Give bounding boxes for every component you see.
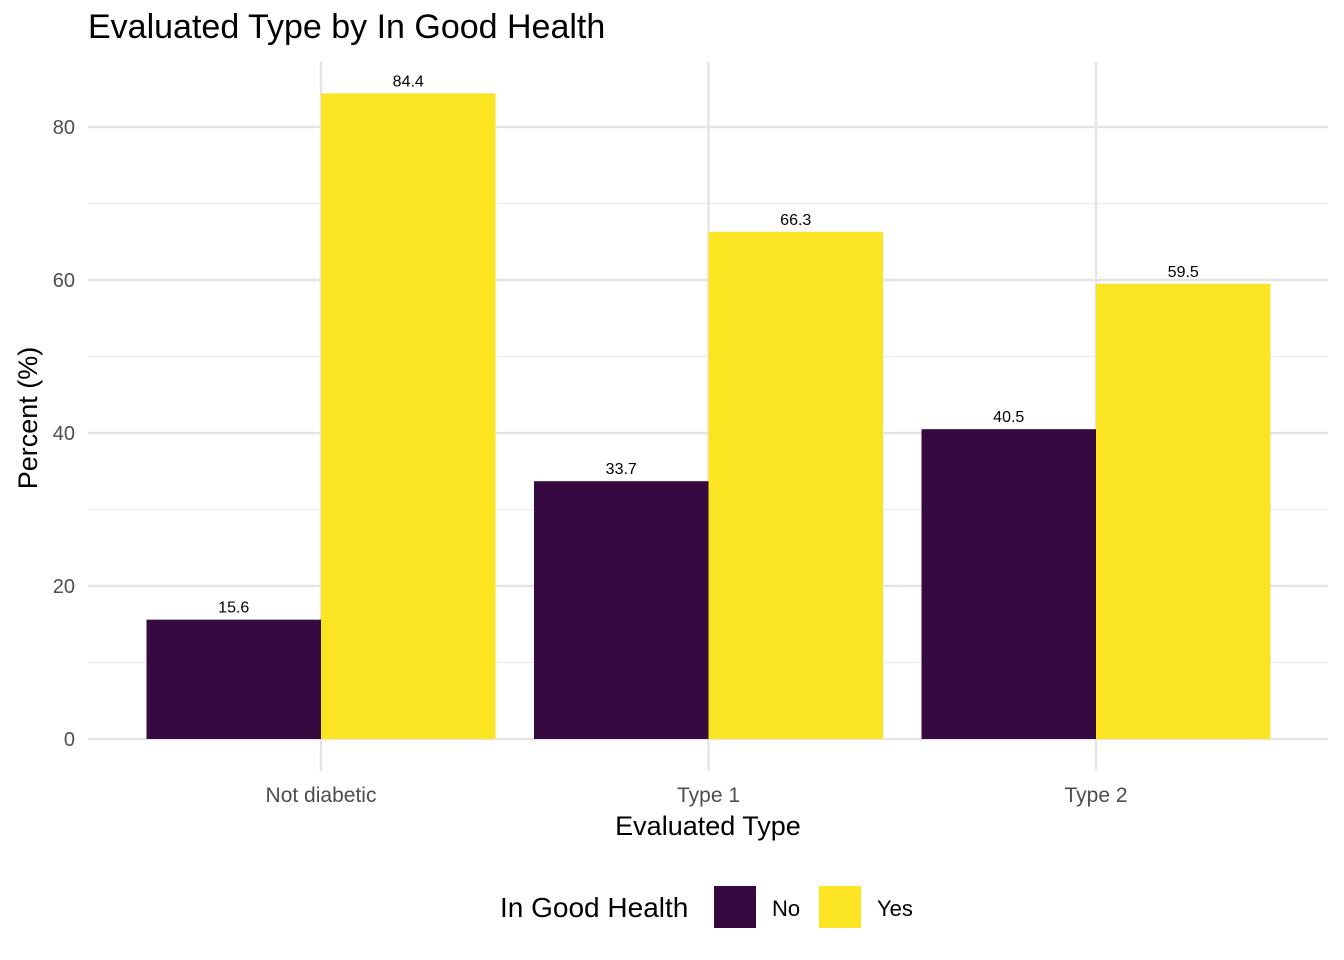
- bar-no-0: [146, 619, 321, 739]
- axis-ticks: 0 20 40 60 80 Not diabetic Type 1 Type 2: [53, 117, 1128, 807]
- legend: In Good Health No Yes: [0, 884, 1344, 934]
- y-tick-label: 60: [53, 270, 75, 292]
- legend-title: In Good Health: [500, 892, 689, 923]
- data-label: 66.3: [780, 212, 811, 229]
- legend-key-yes: [819, 886, 861, 928]
- y-tick-label: 80: [53, 117, 75, 139]
- bar-no-2: [921, 429, 1096, 739]
- data-label: 84.4: [393, 73, 424, 90]
- bar-no-1: [534, 481, 709, 739]
- bars: [146, 93, 1271, 740]
- x-axis-title: Evaluated Type: [615, 811, 801, 841]
- legend-label-no: No: [772, 896, 801, 921]
- data-label: 33.7: [606, 461, 637, 478]
- y-axis-title: Percent (%): [13, 347, 43, 490]
- data-label: 59.5: [1168, 264, 1199, 281]
- legend-label-yes: Yes: [877, 896, 913, 921]
- data-labels: 15.6 84.4 33.7 66.3 40.5 59.5: [218, 73, 1199, 616]
- x-tick-label: Type 2: [1064, 784, 1127, 807]
- y-tick-label: 40: [53, 423, 75, 445]
- bar-yes-0: [321, 93, 496, 740]
- data-label: 15.6: [218, 600, 249, 617]
- x-tick-label: Not diabetic: [266, 784, 377, 807]
- chart-title: Evaluated Type by In Good Health: [88, 8, 606, 46]
- x-tick-label: Type 1: [677, 784, 740, 807]
- bar-chart: 15.6 84.4 33.7 66.3 40.5 59.5 0 20 40 60 80 Not di…: [13, 62, 1328, 841]
- bar-yes-1: [708, 231, 883, 739]
- data-label: 40.5: [993, 409, 1024, 426]
- y-tick-label: 20: [53, 576, 75, 598]
- legend-key-no: [714, 886, 756, 928]
- bar-yes-2: [1096, 283, 1271, 739]
- y-tick-label: 0: [64, 729, 75, 751]
